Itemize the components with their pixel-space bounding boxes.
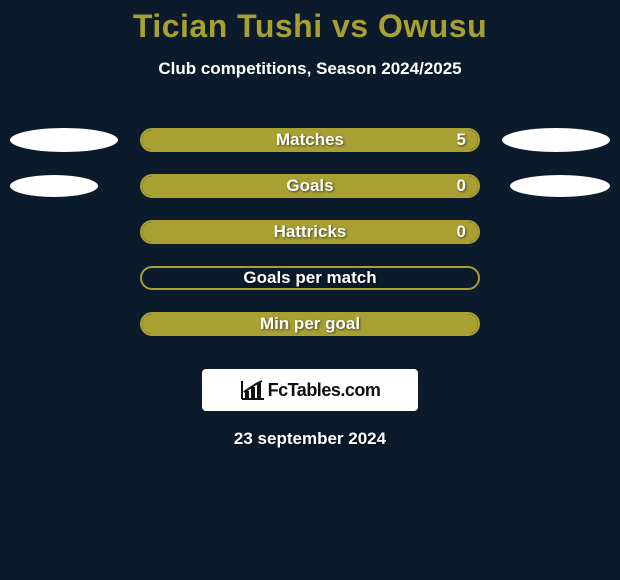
bar-fill-right (142, 176, 478, 196)
player-marker-right (502, 128, 610, 152)
bar-fill-right (142, 222, 478, 242)
bar-fill-right (142, 130, 478, 150)
stat-row: Matches5 (0, 117, 620, 163)
player-marker-left (10, 128, 118, 152)
chart-area: Matches5 Goals0 Hattricks0 Goals per match M… (0, 117, 620, 347)
comparison-infographic: Tician Tushi vs Owusu Club competitions,… (0, 0, 620, 580)
player-marker-right (510, 175, 610, 197)
bar-track: Goals0 (140, 174, 480, 198)
logo-text: FcTables.com (268, 380, 381, 401)
stat-row: Hattricks0 (0, 209, 620, 255)
stat-row: Min per goal (0, 301, 620, 347)
bar-fill-left (142, 314, 478, 334)
page-title: Tician Tushi vs Owusu (0, 0, 620, 45)
stat-label: Goals per match (243, 268, 376, 288)
bar-track: Hattricks0 (140, 220, 480, 244)
logo-box: FcTables.com (202, 369, 418, 411)
stat-row: Goals per match (0, 255, 620, 301)
player-marker-left (10, 175, 98, 197)
stat-row: Goals0 (0, 163, 620, 209)
bar-track: Matches5 (140, 128, 480, 152)
bar-track: Min per goal (140, 312, 480, 336)
bar-track: Goals per match (140, 266, 480, 290)
date-text: 23 september 2024 (0, 429, 620, 449)
barchart-icon (240, 379, 266, 401)
page-subtitle: Club competitions, Season 2024/2025 (0, 59, 620, 79)
